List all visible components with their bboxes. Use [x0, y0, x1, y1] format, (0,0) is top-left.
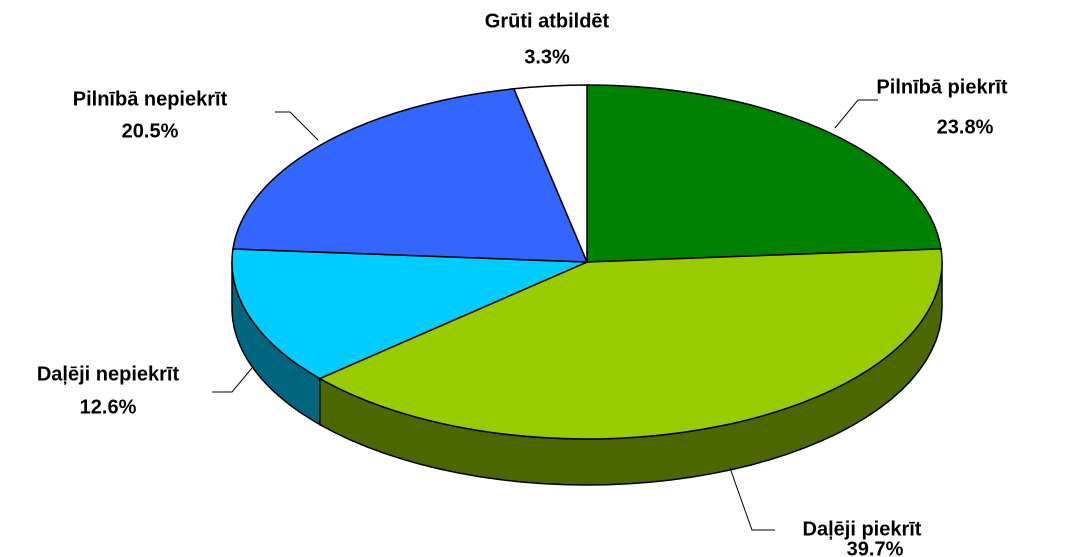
slice-label: Daļēji piekrīt	[803, 518, 922, 540]
slice	[512, 84, 588, 263]
slice-value-label: 39.7%	[847, 538, 904, 557]
slice-label: Pilnībā nepiekrīt	[73, 88, 228, 110]
leader-line	[729, 467, 775, 531]
slice-label: Daļēji nepiekrīt	[37, 363, 180, 385]
slice-value-label: 20.5%	[122, 120, 179, 142]
slice	[231, 248, 588, 380]
slice-label: Grūti atbildēt	[485, 10, 610, 32]
leader-line	[834, 99, 878, 129]
slice-label: Pilnībā piekrīt	[876, 76, 1007, 98]
slice-value-label: 12.6%	[80, 396, 137, 418]
slice	[586, 84, 942, 263]
slice-value-label: 23.8%	[937, 116, 994, 138]
leader-line	[212, 367, 253, 393]
leader-line	[275, 111, 319, 141]
slice	[232, 87, 589, 263]
slice	[318, 248, 943, 440]
slice-value-label: 3.3%	[524, 46, 570, 68]
pie-tops	[231, 84, 943, 440]
